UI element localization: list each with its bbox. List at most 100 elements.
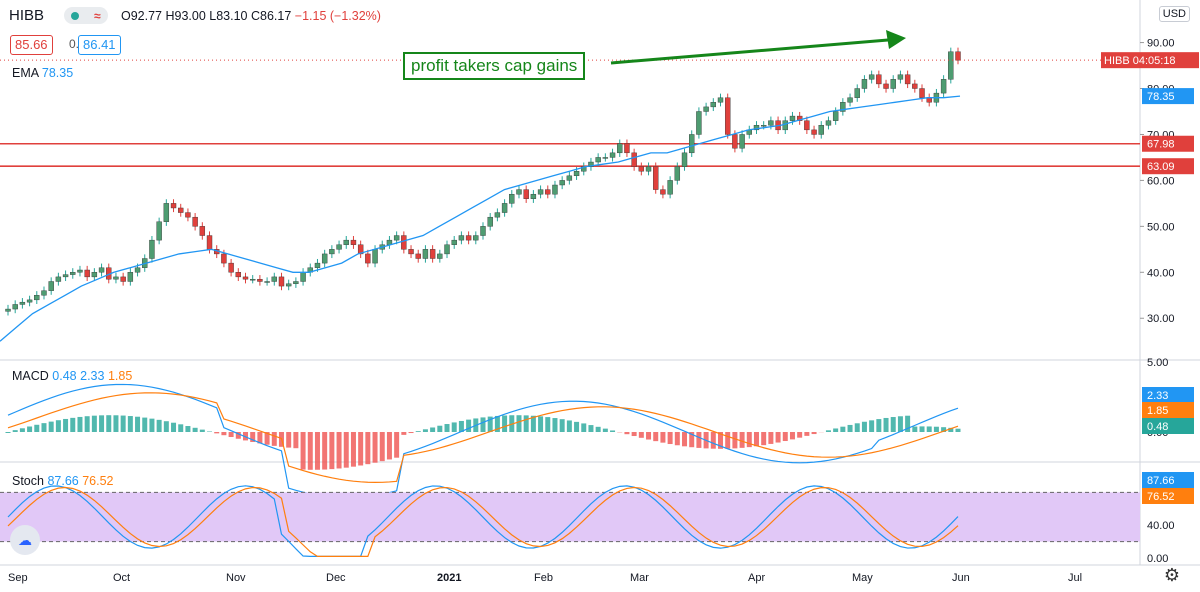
- macd-histogram-bar: [487, 416, 493, 432]
- candle-body: [509, 193, 515, 204]
- candle-body: [192, 216, 198, 227]
- candle-body: [34, 295, 40, 301]
- macd-histogram-bar: [919, 426, 925, 432]
- annotation-box[interactable]: profit takers cap gains: [403, 52, 586, 80]
- cloud-icon[interactable]: ☁: [10, 525, 40, 555]
- macd-histogram-bar: [55, 420, 61, 432]
- symbol-title[interactable]: HIBB: [9, 7, 45, 24]
- candle-body: [645, 166, 652, 172]
- gear-icon[interactable]: ⚙: [1163, 565, 1180, 585]
- candle-body: [667, 180, 673, 195]
- macd-histogram-bar: [257, 432, 263, 444]
- candle-body: [919, 88, 925, 98]
- macd-histogram-bar: [559, 419, 565, 432]
- macd-label: MACD: [12, 369, 49, 383]
- macd-histogram-bar: [271, 432, 277, 446]
- macd-histogram-bar: [682, 432, 688, 447]
- macd-histogram-bar: [156, 419, 162, 432]
- macd-histogram-bar: [746, 432, 752, 448]
- macd-value-label-bg: [1142, 418, 1194, 434]
- candle-body: [717, 97, 724, 103]
- macd-histogram-bar: [343, 432, 349, 468]
- bid-price[interactable]: 85.66: [10, 35, 53, 55]
- candle-body: [264, 281, 270, 283]
- candle-body: [408, 249, 414, 255]
- macd-histogram-bar: [322, 432, 328, 470]
- macd-histogram-bar: [624, 432, 630, 435]
- macd-legend[interactable]: MACD 0.48 2.33 1.85: [12, 369, 132, 383]
- candle-body: [660, 189, 666, 195]
- change-value: −1.15 (−1.32%): [294, 9, 381, 23]
- candle-body: [653, 166, 659, 190]
- macd-histogram-bar: [77, 416, 83, 432]
- macd-histogram-bar: [674, 432, 680, 446]
- macd-histogram-bar: [437, 425, 443, 432]
- price-tick-label: 90.00: [1147, 38, 1175, 50]
- macd-histogram-bar: [926, 426, 932, 432]
- candle-body: [70, 272, 76, 275]
- stoch-value-label-bg: [1142, 472, 1194, 488]
- candle-body: [401, 235, 407, 250]
- candle-body: [372, 249, 378, 264]
- macd-histogram-bar: [70, 417, 76, 432]
- macd-value-3: 1.85: [107, 369, 133, 383]
- candle-body: [473, 235, 479, 241]
- candle-body: [602, 157, 609, 159]
- time-tick-label: Jul: [1068, 572, 1082, 584]
- macd-histogram-bar: [135, 416, 141, 432]
- macd-histogram-bar: [811, 432, 817, 435]
- candle-body: [883, 83, 889, 89]
- candle-body: [278, 276, 285, 287]
- macd-histogram-bar: [5, 432, 11, 433]
- candle-body: [465, 235, 472, 241]
- candle-body: [221, 253, 227, 264]
- macd-histogram-bar: [890, 417, 896, 432]
- macd-histogram-bar: [451, 422, 457, 432]
- time-tick-label: 2021: [437, 572, 461, 584]
- macd-histogram-bar: [12, 430, 18, 432]
- macd-histogram-bar: [394, 432, 400, 458]
- macd-histogram-bar: [523, 415, 529, 432]
- candle-body: [566, 175, 573, 181]
- macd-value-label: 2.33: [1147, 390, 1168, 402]
- status-badge[interactable]: ≈: [64, 7, 108, 24]
- macd-histogram-bar: [350, 432, 356, 467]
- candle-body: [588, 161, 594, 167]
- candle-body: [912, 83, 918, 89]
- macd-histogram-bar: [732, 432, 738, 449]
- macd-histogram-bar: [113, 415, 119, 432]
- last-price-label-bg: [1101, 52, 1199, 69]
- ask-price[interactable]: 86.41: [78, 35, 121, 55]
- stoch-value-1: 87.66: [47, 474, 79, 488]
- macd-histogram-bar: [538, 416, 544, 432]
- macd-histogram-bar: [207, 431, 213, 432]
- candle-body: [480, 226, 486, 236]
- candle-body: [689, 134, 695, 154]
- candle-body: [624, 143, 630, 154]
- macd-histogram-bar: [314, 432, 320, 470]
- candle-body: [458, 235, 465, 241]
- macd-histogram-bar: [602, 428, 608, 432]
- macd-histogram-bar: [120, 415, 126, 432]
- macd-histogram-bar: [185, 426, 191, 432]
- candle-body: [696, 111, 702, 135]
- currency-button[interactable]: USD: [1158, 6, 1190, 22]
- macd-histogram-bar: [106, 415, 112, 432]
- macd-histogram-bar: [336, 432, 342, 469]
- macd-histogram-bar: [718, 432, 723, 449]
- stoch-value-label: 76.52: [1147, 491, 1175, 503]
- candle-body: [955, 51, 961, 61]
- price-tick-label: 40.00: [1147, 267, 1175, 279]
- macd-histogram-bar: [912, 426, 918, 432]
- stoch-label: Stoch: [12, 474, 44, 488]
- stoch-legend[interactable]: Stoch 87.66 76.52: [12, 474, 114, 488]
- candle-body: [545, 189, 551, 195]
- candle-body: [876, 74, 882, 85]
- candle-body: [818, 125, 824, 135]
- candle-body: [437, 253, 443, 259]
- macd-histogram-bar: [833, 428, 839, 432]
- ema-legend[interactable]: EMA 78.35: [12, 66, 73, 80]
- candle-body: [617, 143, 623, 154]
- price-tick-label: 60.00: [1147, 175, 1175, 187]
- macd-histogram-bar: [408, 432, 414, 434]
